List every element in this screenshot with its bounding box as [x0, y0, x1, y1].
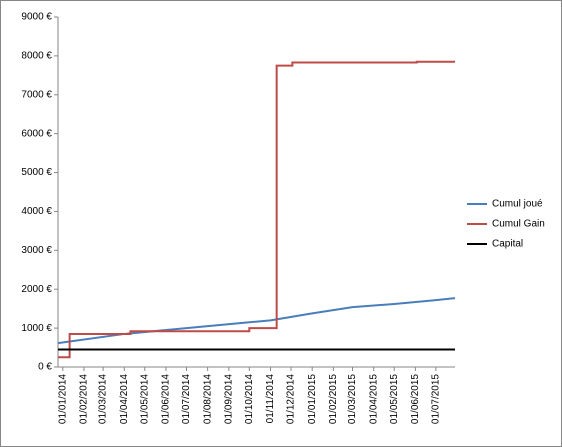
legend-label: Cumul joué: [492, 199, 543, 210]
x-tick-label: 01/05/2014: [139, 374, 150, 424]
x-tick-label: 01/02/2014: [79, 374, 90, 424]
x-tick-label: 01/07/2015: [431, 374, 442, 424]
y-tick-label: 6000 €: [21, 128, 52, 139]
x-tick-label: 01/05/2015: [389, 374, 400, 424]
y-tick-label: 1000 €: [21, 323, 52, 334]
x-tick-label: 01/09/2014: [223, 374, 234, 424]
x-tick-label: 01/04/2014: [119, 374, 130, 424]
y-tick-label: 2000 €: [21, 284, 52, 295]
line-series: [58, 60, 455, 359]
x-tick-label: 01/06/2014: [161, 374, 172, 424]
x-tick-label: 01/10/2014: [244, 374, 255, 424]
y-tick-label: 3000 €: [21, 245, 52, 256]
x-tick-label: 01/07/2014: [181, 374, 192, 424]
y-tick-label: 4000 €: [21, 206, 52, 217]
legend-label: Capital: [492, 239, 523, 250]
x-tick-label: 01/06/2015: [410, 374, 421, 424]
y-tick-label: 5000 €: [21, 167, 52, 178]
x-tick-label: 01/03/2014: [98, 374, 109, 424]
legend-label: Cumul Gain: [492, 219, 545, 230]
x-tick-label: 01/02/2015: [328, 374, 339, 424]
y-tick-label: 9000 €: [21, 12, 52, 23]
x-tick-label: 01/11/2014: [265, 374, 276, 424]
x-tick-label: 01/04/2015: [368, 374, 379, 424]
x-tick-label: 01/08/2014: [202, 374, 213, 424]
x-tick-label: 01/03/2015: [347, 374, 358, 424]
x-tick-label: 01/01/2015: [307, 374, 318, 424]
x-tick-label: 01/12/2014: [286, 374, 297, 424]
y-tick-label: 0 €: [38, 362, 52, 373]
x-tick-label: 01/01/2014: [57, 374, 68, 424]
y-tick-label: 7000 €: [21, 89, 52, 100]
y-tick-label: 8000 €: [21, 51, 52, 62]
